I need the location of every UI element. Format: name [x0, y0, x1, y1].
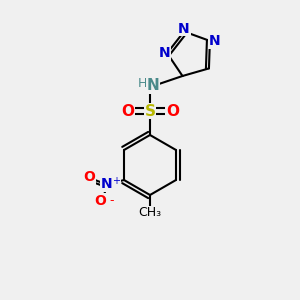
Text: O: O [84, 170, 95, 184]
Text: O: O [166, 103, 179, 118]
Text: N: N [101, 178, 113, 191]
Text: O: O [121, 103, 134, 118]
Text: N: N [208, 34, 220, 48]
Text: N: N [178, 22, 190, 35]
Text: H: H [138, 77, 147, 90]
Text: O: O [94, 194, 106, 208]
Text: -: - [110, 194, 114, 208]
Text: S: S [145, 103, 155, 118]
Text: N: N [147, 78, 159, 93]
Text: CH₃: CH₃ [138, 206, 162, 220]
Text: N: N [158, 46, 170, 60]
Text: +: + [112, 176, 121, 186]
